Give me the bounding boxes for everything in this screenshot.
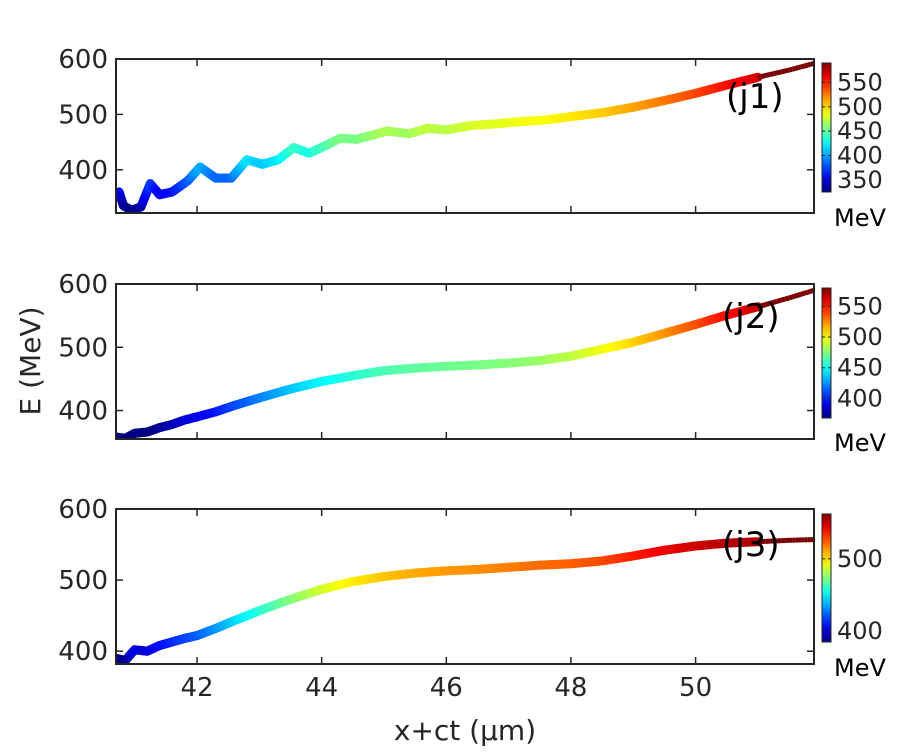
y-tick-label: 600 xyxy=(58,270,108,300)
x-tick-label: 42 xyxy=(180,673,213,703)
panel-j1-data xyxy=(116,61,814,213)
colorbar-tick-label: 450 xyxy=(837,117,883,145)
colorbar-tick-label: 500 xyxy=(837,93,883,121)
data-segment xyxy=(797,64,803,71)
y-axis-label: E (MeV) xyxy=(14,307,47,416)
y-tick-label: 500 xyxy=(58,100,108,130)
colorbar-tick-label: 400 xyxy=(837,384,883,412)
data-segment xyxy=(794,292,800,299)
data-segment xyxy=(772,298,779,305)
y-tick-label: 600 xyxy=(58,45,108,75)
data-segment xyxy=(776,69,782,76)
colorbar-tick-label: 500 xyxy=(837,323,883,351)
colorbar-tick-label: 500 xyxy=(837,545,883,573)
x-tick-label: 44 xyxy=(305,673,338,703)
data-segment xyxy=(807,61,812,68)
data-segment xyxy=(788,294,793,301)
panel-j3-x-ticks: 42 44 46 48 50 xyxy=(180,509,712,703)
y-tick-label: 500 xyxy=(58,566,108,596)
colorbar-j2-unit: MeV xyxy=(834,429,886,457)
data-segment xyxy=(803,289,809,296)
colorbar-tick-label: 450 xyxy=(837,354,883,382)
panel-j2-label: (j2) xyxy=(722,297,780,337)
colorbar-j3: 400 500 MeV xyxy=(821,513,886,682)
data-segment xyxy=(776,297,782,304)
panel-j3-data xyxy=(116,537,814,664)
data-segment xyxy=(768,299,775,306)
colorbar-j3-gradient xyxy=(821,513,832,643)
panel-j1-label: (j1) xyxy=(726,77,784,117)
data-segment xyxy=(761,302,767,309)
data-segment xyxy=(772,70,778,77)
data-segment xyxy=(780,68,786,75)
colorbar-tick-label: 400 xyxy=(837,617,883,645)
data-segment xyxy=(794,65,800,71)
colorbar-j1-gradient xyxy=(821,62,832,193)
data-segment xyxy=(784,295,790,302)
panel-j3: 400 500 600 42 44 46 48 50 (j3) 400 500 MeV xyxy=(58,495,886,703)
colorbar-tick-label: 350 xyxy=(837,166,883,194)
data-segment xyxy=(800,63,806,70)
data-segment xyxy=(784,67,790,74)
y-tick-label: 500 xyxy=(58,333,108,363)
y-tick-label: 400 xyxy=(58,156,108,186)
panel-j1-x-ticks xyxy=(196,59,697,213)
colorbar-j1-unit: MeV xyxy=(834,204,886,232)
data-segment xyxy=(757,303,763,310)
data-segment xyxy=(800,290,806,297)
data-segment xyxy=(757,73,763,80)
y-tick-label: 600 xyxy=(58,495,108,525)
colorbar-tick-label: 550 xyxy=(837,68,883,96)
panel-j1-y-ticks: 400 500 600 xyxy=(58,45,814,186)
data-segment xyxy=(804,62,809,69)
data-segment xyxy=(761,73,767,79)
x-tick-label: 48 xyxy=(554,673,587,703)
y-tick-label: 400 xyxy=(58,637,108,667)
data-segment xyxy=(780,296,786,303)
data-segment xyxy=(807,288,812,295)
data-segment xyxy=(769,71,775,78)
panel-j2-x-ticks xyxy=(196,284,697,439)
x-axis-label: x+ct (μm) xyxy=(394,714,536,747)
data-segment xyxy=(797,291,803,298)
panel-j3-y-ticks: 400 500 600 xyxy=(58,495,814,667)
data-segment xyxy=(788,66,793,73)
data-segment xyxy=(791,293,797,300)
x-tick-label: 46 xyxy=(430,673,463,703)
panel-j3-label: (j3) xyxy=(722,525,780,565)
colorbar-j3-unit: MeV xyxy=(834,654,886,682)
panel-j2-y-ticks: 400 500 600 xyxy=(58,270,814,427)
colorbar-j3-ticks: 400 500 xyxy=(822,545,883,645)
panel-j2-data xyxy=(116,287,814,439)
colorbar-j2-gradient xyxy=(821,287,832,419)
panel-j3-frame xyxy=(115,508,815,665)
data-segment xyxy=(749,302,763,313)
y-tick-label: 400 xyxy=(58,397,108,427)
x-tick-label: 50 xyxy=(679,673,712,703)
colorbar-tick-label: 550 xyxy=(837,292,883,320)
panel-j2-frame xyxy=(115,283,815,440)
data-segment xyxy=(791,66,796,72)
panel-j1-frame xyxy=(115,58,815,214)
colorbar-tick-label: 400 xyxy=(837,141,883,169)
data-segment xyxy=(749,72,763,83)
data-segment xyxy=(765,301,771,307)
data-segment xyxy=(765,72,771,78)
